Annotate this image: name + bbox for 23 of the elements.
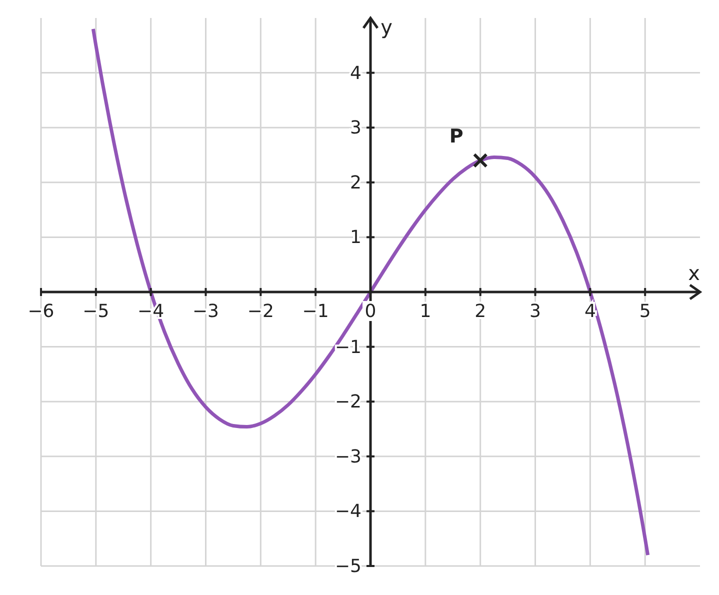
y-tick-label: −1 <box>334 336 362 358</box>
y-tick-label: 3 <box>350 118 362 139</box>
y-axis-title: y <box>380 15 393 39</box>
y-tick-label: 4 <box>350 62 362 84</box>
x-tick-label: 0 <box>364 301 376 322</box>
y-tick-label: 1 <box>350 227 362 248</box>
y-tick-label: 2 <box>350 172 362 194</box>
y-tick-label: −3 <box>334 446 362 468</box>
x-tick-label: −1 <box>302 301 329 322</box>
x-tick-label: −3 <box>192 301 220 322</box>
x-axis-title: x <box>688 261 700 285</box>
x-tick-label: −6 <box>28 301 54 322</box>
y-tick-label: −2 <box>334 392 362 413</box>
x-tick-label: 1 <box>420 301 432 322</box>
x-tick-label: 5 <box>639 301 651 322</box>
y-tick-label: −4 <box>334 501 362 522</box>
annotation: P <box>449 125 464 148</box>
x-tick-label: 4 <box>584 301 596 322</box>
x-tick-label: 2 <box>474 301 486 322</box>
x-tick-label: −2 <box>247 301 274 322</box>
y-tick-label: −5 <box>334 556 362 577</box>
x-tick-label: 3 <box>530 301 541 322</box>
x-tick-label: −5 <box>82 301 110 322</box>
